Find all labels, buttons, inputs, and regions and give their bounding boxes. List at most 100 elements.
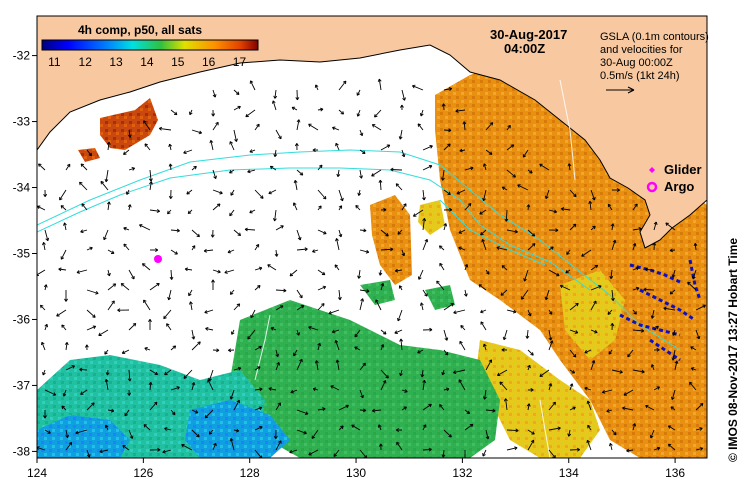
velocity-arrow <box>401 149 405 157</box>
velocity-arrowhead <box>189 111 193 116</box>
velocity-arrow <box>296 119 300 131</box>
velocity-arrowhead <box>455 108 459 113</box>
velocity-arrowhead <box>645 404 649 409</box>
velocity-arrowhead <box>456 190 461 195</box>
velocity-arrowhead <box>419 302 424 306</box>
velocity-arrow <box>270 165 277 171</box>
velocity-arrow <box>230 438 235 451</box>
velocity-arrow <box>359 249 369 253</box>
velocity-arrow <box>375 299 382 311</box>
velocity-arrowhead <box>592 196 596 201</box>
velocity-arrow <box>207 379 214 391</box>
date-line-2: 04:00Z <box>504 41 545 56</box>
velocity-arrow <box>41 342 46 351</box>
velocity-arrow <box>548 246 554 251</box>
velocity-arrowhead <box>581 253 585 257</box>
velocity-arrowhead <box>626 448 630 453</box>
velocity-arrowhead <box>669 291 674 295</box>
velocity-arrow <box>690 346 697 351</box>
velocity-arrowhead <box>274 253 279 257</box>
velocity-arrow <box>527 429 535 435</box>
velocity-arrowhead <box>667 443 672 448</box>
velocity-arrowhead <box>230 192 234 196</box>
velocity-arrowhead <box>572 354 577 358</box>
velocity-arrow <box>464 289 467 297</box>
velocity-arrowhead <box>342 80 347 85</box>
velocity-arrow <box>254 267 263 271</box>
velocity-arrowhead <box>632 423 637 427</box>
velocity-arrowhead <box>157 447 161 452</box>
velocity-arrowhead <box>488 151 493 155</box>
velocity-arrow <box>149 209 160 212</box>
velocity-arrowhead <box>438 245 443 249</box>
velocity-arrowhead <box>106 201 111 205</box>
velocity-arrow <box>139 224 151 231</box>
velocity-arrowhead <box>216 348 220 353</box>
velocity-arrowhead <box>574 330 579 334</box>
velocity-arrowhead <box>440 177 445 181</box>
velocity-arrowhead <box>690 367 695 371</box>
velocity-arrowhead <box>124 412 128 417</box>
velocity-arrowhead <box>198 130 203 135</box>
velocity-arrow <box>315 360 319 371</box>
velocity-arrowhead <box>404 389 408 393</box>
velocity-arrow <box>611 289 614 301</box>
velocity-arrowhead <box>515 428 519 433</box>
velocity-arrow <box>695 403 704 411</box>
velocity-arrow <box>40 304 46 311</box>
velocity-arrowhead <box>394 268 399 273</box>
velocity-arrowhead <box>89 246 93 251</box>
colorbar-tick-label: 16 <box>202 55 216 69</box>
velocity-arrow <box>668 425 676 431</box>
velocity-arrowhead <box>292 202 297 206</box>
velocity-arrowhead <box>649 434 654 439</box>
velocity-arrowhead <box>365 249 370 254</box>
velocity-arrow <box>395 269 403 272</box>
velocity-arrowhead <box>65 434 70 439</box>
velocity-arrowhead <box>103 236 107 241</box>
velocity-arrow <box>584 349 592 354</box>
velocity-arrowhead <box>496 246 500 250</box>
velocity-arrow <box>332 126 340 131</box>
velocity-arrow <box>107 201 110 211</box>
colorbar-tick-label: 14 <box>140 55 154 69</box>
velocity-arrow <box>337 169 340 177</box>
velocity-arrowhead <box>449 207 453 212</box>
velocity-arrow <box>653 325 659 331</box>
velocity-arrow <box>610 269 613 279</box>
velocity-arrowhead <box>586 400 591 404</box>
velocity-arrowhead <box>417 123 422 127</box>
velocity-arrow <box>170 345 176 351</box>
velocity-arrow <box>422 145 433 151</box>
velocity-arrow <box>548 329 552 341</box>
velocity-arrowhead <box>104 379 109 383</box>
velocity-arrowhead <box>360 394 364 399</box>
velocity-arrowhead <box>100 180 105 185</box>
velocity-arrowhead <box>330 385 334 389</box>
velocity-arrow <box>191 409 199 414</box>
sst-patch-east-yellow <box>475 340 600 458</box>
velocity-arrowhead <box>549 340 554 344</box>
velocity-arrowhead <box>363 408 367 413</box>
velocity-arrow <box>254 449 263 458</box>
velocity-arrowhead <box>293 352 297 357</box>
velocity-arrowhead <box>422 218 427 222</box>
argo-float-marker <box>154 255 162 263</box>
velocity-arrowhead <box>526 204 531 208</box>
velocity-arrowhead <box>42 241 46 246</box>
velocity-arrow <box>443 429 452 438</box>
velocity-arrowhead <box>337 296 342 301</box>
velocity-arrow <box>107 283 116 291</box>
velocity-arrowhead <box>398 285 403 289</box>
velocity-arrowhead <box>635 266 639 271</box>
velocity-arrowhead <box>183 375 188 379</box>
velocity-arrowhead <box>249 209 253 214</box>
velocity-arrowhead <box>273 435 278 440</box>
velocity-arrowhead <box>127 204 132 208</box>
velocity-arrow <box>523 269 529 282</box>
velocity-arrow <box>149 169 152 182</box>
velocity-arrow <box>336 238 340 251</box>
velocity-arrow <box>548 401 556 411</box>
velocity-arrowhead <box>311 435 316 439</box>
velocity-arrowhead <box>278 440 282 444</box>
